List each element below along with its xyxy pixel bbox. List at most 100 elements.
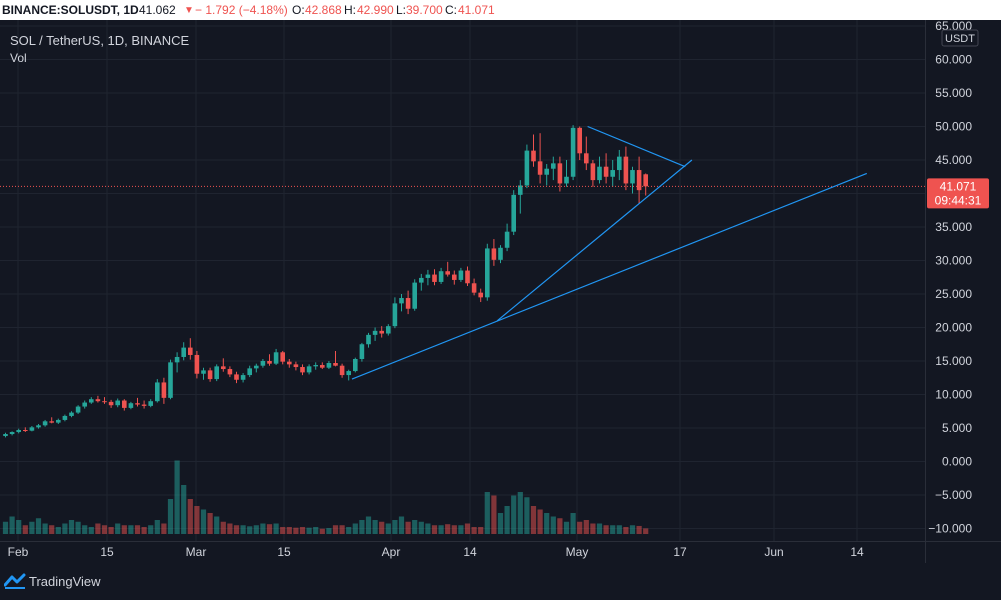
candle-body xyxy=(155,382,160,402)
tradingview-brand[interactable]: TradingView xyxy=(29,574,101,589)
candle-body xyxy=(181,347,186,357)
candle-body xyxy=(623,156,629,184)
volume-bar xyxy=(293,527,299,534)
candle-body xyxy=(544,168,549,175)
support-trendline-lower[interactable] xyxy=(351,172,868,380)
candle-body xyxy=(240,375,246,380)
low-value: 39.700 xyxy=(406,3,443,17)
volume-bar xyxy=(577,521,583,534)
candle-body xyxy=(174,356,180,363)
volume-bar xyxy=(365,516,372,534)
volume-bar xyxy=(544,513,550,534)
time-tick-label: 17 xyxy=(673,545,687,559)
volume-bar xyxy=(233,525,240,534)
volume-bar xyxy=(497,513,504,534)
trendline-drawings[interactable] xyxy=(351,125,868,380)
candle-body xyxy=(577,127,582,154)
candle-body xyxy=(115,400,120,406)
horizontal-gridlines xyxy=(0,25,925,529)
resistance-trendline[interactable] xyxy=(587,125,686,168)
tradingview-logo-icon[interactable] xyxy=(4,573,26,589)
candle-body xyxy=(313,365,318,367)
candle-body xyxy=(267,361,272,364)
time-tick-label: 15 xyxy=(277,545,291,559)
volume-bar xyxy=(451,525,457,534)
candle-body xyxy=(188,347,193,355)
candle-body xyxy=(491,248,497,260)
volume-bar xyxy=(392,520,398,534)
volume-bar xyxy=(352,523,358,534)
volume-bar xyxy=(273,523,279,534)
candle-body xyxy=(445,271,450,275)
candle-body xyxy=(287,361,292,365)
candle-body xyxy=(636,170,642,191)
price-tick-label: −10.000 xyxy=(928,522,972,536)
volume-bar xyxy=(240,525,246,534)
volume-bar xyxy=(115,523,121,534)
candle-body xyxy=(518,185,523,195)
candle-body xyxy=(597,166,602,181)
volume-bar xyxy=(319,528,325,534)
volume-bar xyxy=(511,495,517,534)
volume-bar xyxy=(141,527,147,534)
volume-bar xyxy=(313,527,319,534)
candle-body xyxy=(643,174,648,187)
candle-body xyxy=(108,401,114,406)
volume-bar xyxy=(629,525,636,534)
candle-body xyxy=(630,170,635,184)
candle-body xyxy=(438,271,444,282)
volume-bar xyxy=(42,523,48,534)
volume-bar xyxy=(372,520,378,534)
time-tick-label: Mar xyxy=(186,545,207,559)
volume-bar xyxy=(425,523,431,534)
volume-bar xyxy=(75,521,81,534)
time-axis-labels: Feb 15 Mar 15 Apr 14 May 17 Jun 14 xyxy=(8,545,864,559)
candle-body xyxy=(135,403,140,405)
volume-bar xyxy=(181,485,187,534)
volume-bar xyxy=(29,521,35,534)
candle-body xyxy=(372,330,378,335)
candle-body xyxy=(359,344,365,359)
price-tick-label: 30.000 xyxy=(935,254,972,268)
volume-bar xyxy=(603,525,609,534)
candle-body xyxy=(56,419,61,423)
candle-body xyxy=(570,127,576,177)
volume-bar xyxy=(55,527,61,534)
volume-bar xyxy=(266,524,273,534)
price-tick-label: −5.000 xyxy=(935,488,972,502)
volume-bar xyxy=(128,525,134,534)
currency-badge[interactable] xyxy=(941,29,979,47)
volume-bar xyxy=(306,527,312,534)
candle-body xyxy=(49,421,54,423)
volume-bar xyxy=(583,520,589,534)
volume-bar xyxy=(517,492,523,534)
volume-bar xyxy=(418,521,424,534)
candle-body xyxy=(333,363,338,366)
volume-bar xyxy=(438,525,444,534)
volume-bar xyxy=(253,525,259,534)
candle-series xyxy=(3,125,648,438)
candle-body xyxy=(254,365,259,369)
candle-body xyxy=(564,176,569,184)
volume-bar xyxy=(332,525,339,534)
volume-bar xyxy=(148,525,154,534)
symbol-interval[interactable]: BINANCE:SOLUSDT, 1D xyxy=(2,3,139,17)
volume-bar xyxy=(359,520,365,534)
candle-body xyxy=(16,430,21,433)
candle-body xyxy=(3,434,8,437)
volume-bar xyxy=(154,520,160,534)
candle-body xyxy=(379,330,384,334)
volume-bar xyxy=(280,527,286,534)
candle-body xyxy=(306,366,312,373)
candle-body xyxy=(346,371,351,376)
volume-bar xyxy=(563,521,570,534)
volume-bar xyxy=(286,527,292,534)
volume-bar xyxy=(16,520,22,534)
price-chart[interactable]: 65.00060.00055.00050.00045.00040.00035.0… xyxy=(0,20,1001,563)
volume-bar xyxy=(260,523,266,534)
candle-body xyxy=(9,432,15,435)
volume-bar xyxy=(200,509,207,534)
price-tick-label: 35.000 xyxy=(935,220,972,234)
support-trendline-upper[interactable] xyxy=(496,159,693,322)
volume-bar xyxy=(491,495,497,534)
